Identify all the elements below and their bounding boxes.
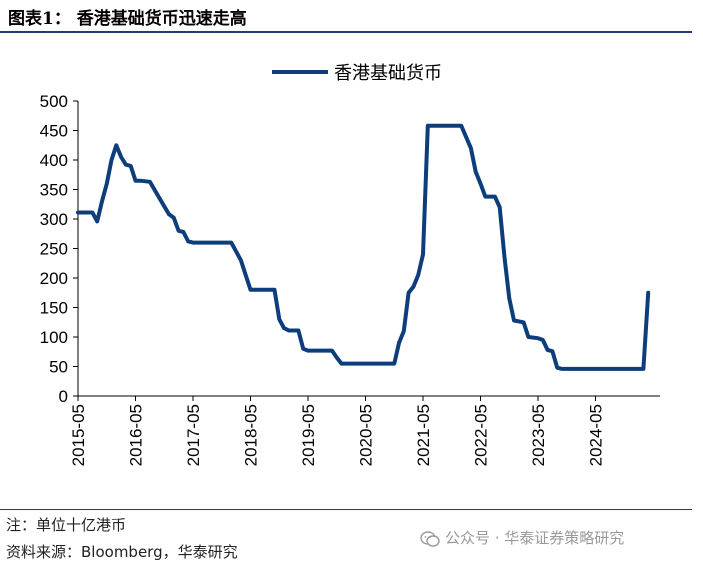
y-tick-label: 200 [40,269,68,288]
watermark-text: 公众号 · 华泰证券策略研究 [445,529,625,547]
footer-divider [0,509,692,510]
plot-area [76,123,651,371]
y-tick-label: 0 [59,387,68,406]
x-tick-label: 2019-05 [299,404,318,466]
y-axis: 0 50 100 150 200 250 300 350 400 450 500 [40,92,79,406]
y-tick-label: 300 [40,210,68,229]
page-title: 图表1： 香港基础货币迅速走高 [8,9,247,29]
x-tick-label: 2017-05 [184,404,203,466]
x-tick-label: 2015-05 [69,404,88,466]
x-axis: 2015-05 2016-05 2017-05 2018-05 2019-05 2020-… [69,395,660,466]
y-tick-label: 250 [40,240,68,259]
x-tick-label: 2018-05 [242,404,261,466]
y-tick-label: 100 [40,328,68,347]
legend-label: 香港基础货币 [334,63,442,84]
x-tick-label: 2021-05 [414,404,433,466]
y-tick-label: 500 [40,92,68,111]
watermark: 公众号 · 华泰证券策略研究 [420,527,624,548]
x-tick-label: 2023-05 [529,404,548,466]
wechat-icon [420,530,440,547]
x-tick-label: 2022-05 [472,404,491,466]
source-note: 资料来源：Bloomberg，华泰研究 [6,543,238,561]
x-tick-label: 2024-05 [587,404,606,466]
unit-note: 注：单位十亿港币 [6,516,127,534]
y-tick-label: 450 [40,122,68,141]
title-divider [0,31,692,33]
title-bar: 图表1： 香港基础货币迅速走高 [0,0,703,34]
y-tick-label: 350 [40,181,68,200]
y-tick-label: 50 [49,358,68,377]
x-tick-label: 2016-05 [127,404,146,466]
line-chart: 香港基础货币 0 50 100 150 200 250 300 350 400 450 500 20… [40,63,660,466]
series-line-hk-base-money [76,123,651,371]
x-tick-label: 2020-05 [357,404,376,466]
chart-legend: 香港基础货币 [272,63,442,84]
y-tick-label: 150 [40,299,68,318]
y-tick-label: 400 [40,151,68,170]
